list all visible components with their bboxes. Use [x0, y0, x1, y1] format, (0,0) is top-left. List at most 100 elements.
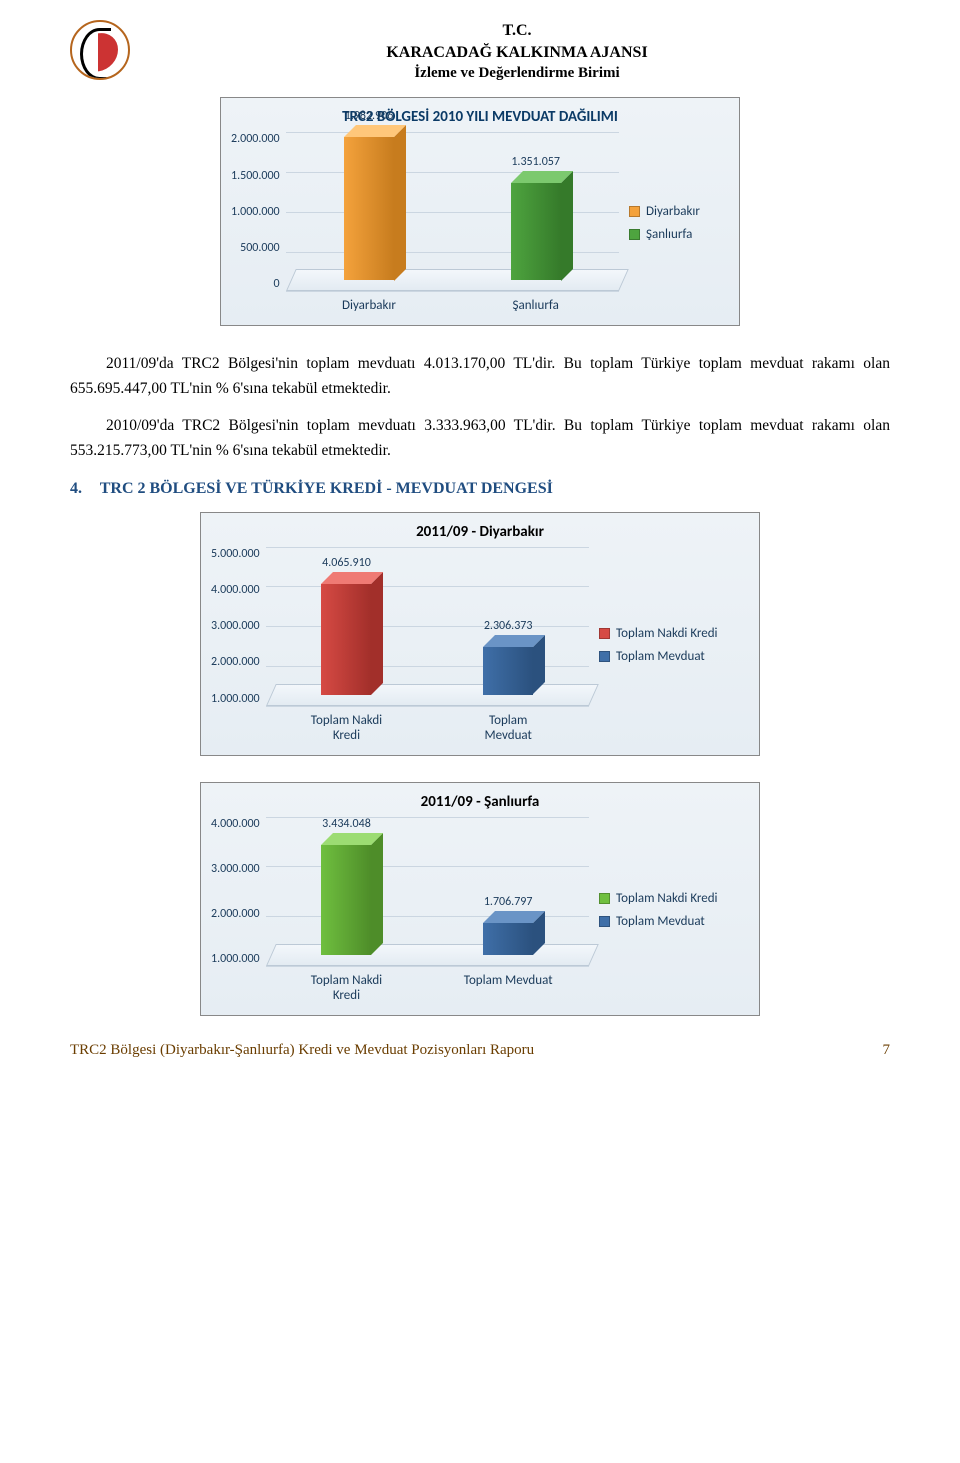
bar-front	[483, 647, 533, 694]
legend-item: Toplam Mevduat	[599, 914, 749, 929]
y-tick-label: 2.000.000	[231, 132, 280, 146]
body-text-block: 2011/09'da TRC2 Bölgesi'nin toplam mevdu…	[70, 352, 890, 463]
agency-logo	[70, 20, 130, 80]
legend-label: Toplam Nakdi Kredi	[616, 891, 718, 906]
page-footer: TRC2 Bölgesi (Diyarbakır-Şanlıurfa) Kred…	[70, 1042, 890, 1059]
footer-text: TRC2 Bölgesi (Diyarbakır-Şanlıurfa) Kred…	[70, 1042, 534, 1059]
chart-panel-sanliurfa: 2011/09 - Şanlıurfa 4.000.000 3.000.000 2.…	[200, 782, 760, 1016]
legend-item: Toplam Mevduat	[599, 649, 749, 664]
legend-swatch	[599, 628, 610, 639]
chart3-plot-column: 3.434.048 1.706.797 Toplam Nakdi KrediTop…	[266, 817, 589, 1003]
chart2-x-categories: Toplam Nakdi KrediToplam Mevduat	[266, 713, 589, 743]
bar-front	[344, 137, 394, 281]
chart-bar: 1.982.906	[344, 137, 394, 281]
chart2-body: 5.000.000 4.000.000 3.000.000 2.000.000 1.00…	[211, 547, 749, 743]
x-category-label: Toplam Mevduat	[427, 973, 589, 1003]
chart2-plot-area: 4.065.910 2.306.373	[266, 547, 589, 707]
chart1-plot-column: 1.982.906 1.351.057 DiyarbakırŞanlıurfa	[286, 132, 619, 313]
page-header: T.C. KARACADAĞ KALKINMA AJANSI İzleme ve…	[70, 20, 890, 83]
chart1-legend: Diyarbakır Şanlıurfa	[619, 132, 729, 313]
y-tick-label: 3.000.000	[211, 619, 260, 633]
y-tick-label: 500.000	[240, 241, 280, 255]
chart1-x-categories: DiyarbakırŞanlıurfa	[286, 298, 619, 313]
section-4-number: 4.	[70, 480, 96, 498]
bar-side	[394, 125, 406, 281]
legend-label: Şanlıurfa	[646, 227, 692, 242]
chart3-plot-area: 3.434.048 1.706.797	[266, 817, 589, 967]
y-tick-label: 1.000.000	[231, 205, 280, 219]
bar-side	[371, 833, 383, 955]
chart-bar: 4.065.910	[321, 584, 371, 695]
header-text: T.C. KARACADAĞ KALKINMA AJANSI İzleme ve…	[144, 20, 890, 83]
bar-front	[321, 845, 371, 955]
legend-swatch	[599, 916, 610, 927]
chart3-title: 2011/09 - Şanlıurfa	[211, 793, 749, 811]
header-line-3: İzleme ve Değerlendirme Birimi	[144, 63, 890, 83]
x-category-label: Toplam Nakdi Kredi	[266, 973, 428, 1003]
bar-value-label: 1.982.906	[309, 109, 429, 123]
legend-item: Toplam Nakdi Kredi	[599, 891, 749, 906]
chart1-body: 2.000.000 1.500.000 1.000.000 500.000 0 1.98…	[231, 132, 729, 313]
chart2-y-axis: 5.000.000 4.000.000 3.000.000 2.000.000 1.00…	[211, 547, 266, 706]
y-tick-label: 4.000.000	[211, 583, 260, 597]
x-category-label: Diyarbakır	[286, 298, 453, 313]
y-tick-label: 2.000.000	[211, 907, 260, 921]
legend-swatch	[599, 651, 610, 662]
chart2-plot-column: 4.065.910 2.306.373 Toplam Nakdi KrediTop…	[266, 547, 589, 743]
bar-value-label: 1.706.797	[448, 895, 568, 909]
legend-swatch	[629, 206, 640, 217]
chart2-floor	[266, 684, 599, 706]
legend-swatch	[629, 229, 640, 240]
document-page: T.C. KARACADAĞ KALKINMA AJANSI İzleme ve…	[0, 0, 960, 1089]
chart1-title: TRC2 BÖLGESİ 2010 YILI MEVDUAT DAĞILIMI	[231, 108, 729, 126]
bar-value-label: 1.351.057	[476, 155, 596, 169]
x-category-label: Toplam Mevduat	[427, 713, 589, 743]
chart2-legend: Toplam Nakdi Kredi Toplam Mevduat	[589, 547, 749, 743]
y-tick-label: 0	[274, 277, 280, 291]
chart3-y-axis: 4.000.0003.000.0002.000.0001.000.000	[211, 817, 266, 966]
grid-line	[266, 866, 589, 867]
y-tick-label: 3.000.000	[211, 862, 260, 876]
y-tick-label: 4.000.000	[211, 817, 260, 831]
chart3-floor	[266, 944, 599, 966]
bar-front	[511, 183, 561, 281]
paragraph-2: 2010/09'da TRC2 Bölgesi'nin toplam mevdu…	[70, 414, 890, 464]
grid-line	[266, 547, 589, 548]
chart-bar: 1.351.057	[511, 183, 561, 281]
bar-side	[561, 171, 573, 281]
y-tick-label: 5.000.000	[211, 547, 260, 561]
header-line-2: KARACADAĞ KALKINMA AJANSI	[144, 42, 890, 64]
chart-panel-diyarbakir: 2011/09 - Diyarbakır 5.000.0004.000.0003…	[200, 512, 760, 756]
chart-bar: 3.434.048	[321, 845, 371, 955]
grid-line	[286, 132, 619, 133]
bar-value-label: 3.434.048	[286, 817, 406, 831]
grid-line	[266, 586, 589, 587]
chart-bar: 1.706.797	[483, 923, 533, 955]
chart-bar: 2.306.373	[483, 647, 533, 694]
y-tick-label: 1.500.000	[231, 169, 280, 183]
chart3-x-categories: Toplam Nakdi KrediToplam Mevduat	[266, 973, 589, 1003]
header-line-1: T.C.	[144, 20, 890, 42]
legend-label: Diyarbakır	[646, 204, 700, 219]
legend-label: Toplam Nakdi Kredi	[616, 626, 718, 641]
bar-front	[321, 584, 371, 695]
chart1-floor	[286, 269, 629, 291]
legend-swatch	[599, 893, 610, 904]
bar-value-label: 4.065.910	[286, 556, 406, 570]
chart1-y-axis: 2.000.000 1.500.000 1.000.000 500.000 0	[231, 132, 286, 291]
y-tick-label: 2.000.000	[211, 655, 260, 669]
legend-label: Toplam Mevduat	[616, 914, 705, 929]
legend-item: Diyarbakır	[629, 204, 729, 219]
chart3-body: 4.000.0003.000.0002.000.0001.000.000 3.4…	[211, 817, 749, 1003]
bar-front	[483, 923, 533, 955]
bar-value-label: 2.306.373	[448, 619, 568, 633]
x-category-label: Şanlıurfa	[452, 298, 619, 313]
grid-line	[266, 706, 589, 707]
chart1-plot-area: 1.982.906 1.351.057	[286, 132, 619, 292]
y-tick-label: 1.000.000	[211, 692, 260, 706]
chart3-legend: Toplam Nakdi Kredi Toplam Mevduat	[589, 817, 749, 1003]
legend-label: Toplam Mevduat	[616, 649, 705, 664]
chart-panel-trc2-2010: TRC2 BÖLGESİ 2010 YILI MEVDUAT DAĞILIMI …	[220, 97, 740, 326]
grid-line	[266, 966, 589, 967]
legend-item: Toplam Nakdi Kredi	[599, 626, 749, 641]
